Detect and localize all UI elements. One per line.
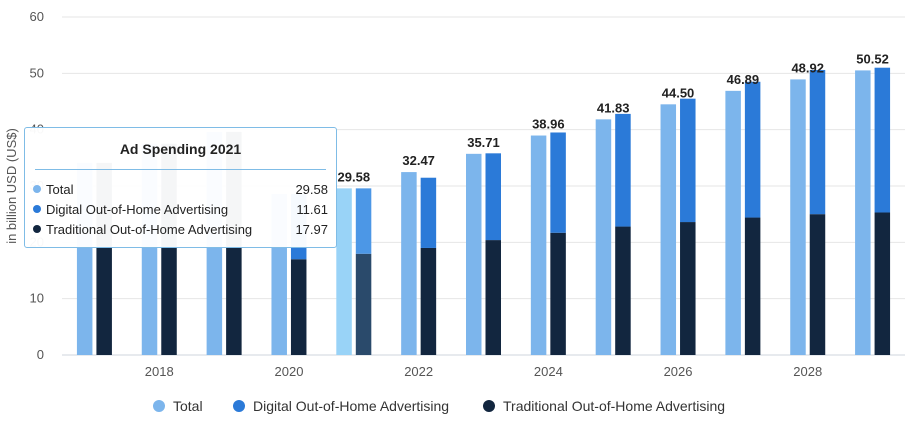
tooltip-title: Ad Spending 2021 [35, 128, 326, 170]
value-label: 44.50 [662, 85, 695, 100]
legend-marker-icon [153, 400, 165, 412]
value-label: 50.52 [856, 51, 889, 66]
bar-digital [550, 132, 566, 233]
bar-traditional [290, 259, 307, 355]
value-label: 46.89 [727, 72, 760, 87]
legend-label: Total [173, 398, 203, 414]
value-label: 35.71 [467, 135, 500, 150]
y-tick-label: 10 [30, 291, 44, 306]
bar-total [401, 172, 417, 355]
y-axis-title: in billion USD (US$) [4, 128, 19, 244]
bar-traditional [420, 247, 437, 355]
bar-digital [485, 153, 501, 241]
tooltip-row-label: Total [46, 181, 74, 197]
bar-total [855, 70, 871, 356]
x-tick-label: 2018 [145, 364, 174, 379]
y-tick-label: 50 [30, 65, 44, 80]
traditional-dot-icon [33, 225, 41, 233]
tooltip-row-value: 29.58 [295, 181, 328, 197]
x-tick-label: 2020 [275, 364, 304, 379]
bar-total [336, 188, 352, 355]
value-labels: 29.58 32.47 35.71 38.96 41.83 44.50 46.89 48.92… [338, 51, 889, 184]
tooltip-row-total: Total 29.58 [25, 179, 336, 199]
value-label: 38.96 [532, 117, 565, 132]
bar-total [595, 119, 612, 355]
y-tick-label: 60 [30, 9, 44, 24]
tooltip-row-label: Digital Out-of-Home Advertising [46, 201, 229, 217]
tooltip-row-digital: Digital Out-of-Home Advertising 11.61 [25, 199, 336, 219]
x-axis-ticks: 2018 2020 2022 2024 2026 2028 [145, 364, 822, 379]
bar-total [466, 153, 482, 355]
value-label: 48.92 [791, 60, 824, 75]
tooltip-row-traditional: Traditional Out-of-Home Advertising 17.9… [25, 219, 336, 239]
bar-total [530, 135, 547, 355]
tooltip-row-value: 11.61 [296, 201, 328, 217]
digital-dot-icon [33, 205, 41, 213]
bar-total [790, 79, 806, 356]
bar-traditional [680, 222, 696, 355]
bar-traditional [874, 212, 891, 355]
legend-marker-icon [483, 400, 495, 412]
bar-total [725, 90, 741, 355]
legend-label: Digital Out-of-Home Advertising [253, 398, 449, 414]
legend-marker-icon [233, 400, 245, 412]
bar-traditional [485, 240, 501, 355]
bar-digital [680, 98, 696, 223]
bar-digital [420, 177, 437, 248]
bar-digital [355, 188, 372, 254]
bar-total [660, 104, 677, 355]
bar-traditional [744, 217, 761, 355]
bar-digital [874, 67, 891, 213]
tooltip-row-label: Traditional Out-of-Home Advertising [46, 221, 253, 237]
x-tick-label: 2028 [793, 364, 822, 379]
value-label: 41.83 [597, 100, 630, 115]
bar-digital [615, 113, 631, 227]
value-label: 32.47 [402, 153, 435, 168]
tooltip: Ad Spending 2021 Total 29.58 Digital Out… [24, 127, 337, 248]
bar-traditional [615, 226, 631, 355]
legend-label: Traditional Out-of-Home Advertising [503, 398, 725, 414]
y-tick-label: 0 [37, 347, 44, 362]
bar-traditional [809, 214, 826, 355]
value-label: 29.58 [338, 169, 371, 184]
x-tick-label: 2024 [534, 364, 563, 379]
bar-traditional [550, 232, 566, 355]
bar-traditional [355, 253, 372, 355]
x-tick-label: 2026 [664, 364, 693, 379]
tooltip-row-value: 17.97 [295, 221, 328, 237]
total-dot-icon [33, 185, 41, 193]
bar-digital [744, 81, 761, 218]
bar-digital [809, 69, 826, 215]
x-tick-label: 2022 [404, 364, 433, 379]
legend: Total Digital Out-of-Home Advertising Trad… [153, 398, 725, 414]
